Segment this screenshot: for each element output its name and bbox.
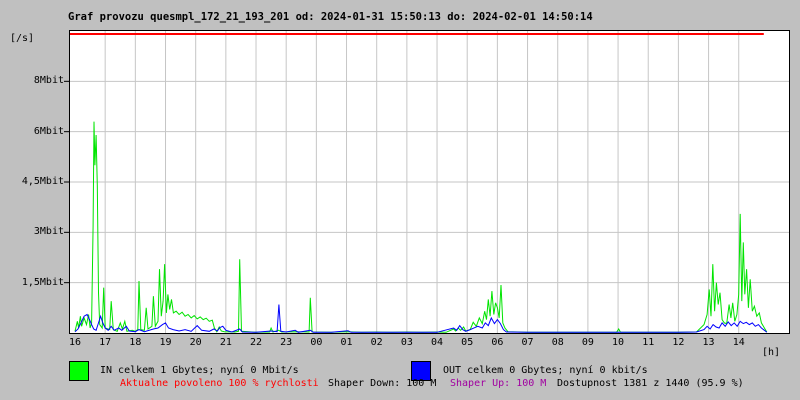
in-series-line [74, 121, 768, 333]
out-legend-label: OUT celkem 0 Gbytes; nyní 0 kbit/s [443, 365, 648, 376]
x-axis-label: 16 [68, 337, 82, 348]
x-axis-label: 14 [732, 337, 745, 348]
y-axis-label: 4,5Mbit [21, 176, 64, 187]
x-axis-label: 10 [612, 337, 625, 348]
x-axis-label: 19 [159, 337, 172, 348]
x-axis-label: 06 [491, 337, 504, 348]
availability-text: Dostupnost 1381 z 1440 (95.9 %) [557, 378, 744, 389]
x-axis-label: 20 [189, 337, 202, 348]
x-axis-label: 23 [280, 337, 293, 348]
x-axis-label: 21 [219, 337, 232, 348]
x-axis-label: 03 [400, 337, 413, 348]
out-legend-swatch [411, 361, 431, 381]
limit-line [70, 33, 764, 35]
out-series-line [74, 304, 768, 333]
x-axis-label: 09 [581, 337, 594, 348]
x-axis-unit-label: [h] [762, 347, 781, 358]
x-axis-label: 00 [310, 337, 323, 348]
x-axis-label: 17 [99, 337, 112, 348]
x-axis-label: 18 [129, 337, 142, 348]
x-axis-label: 02 [370, 337, 383, 348]
x-axis-label: 05 [461, 337, 474, 348]
x-axis-label: 12 [672, 337, 685, 348]
x-axis-label: 01 [340, 337, 353, 348]
shaper-down-text: Shaper Down: 100 M [328, 378, 437, 389]
chart-plot-area [64, 30, 790, 334]
allowed-speed-text: Aktualne povoleno 100 % rychlosti [120, 378, 319, 389]
x-axis-label: 11 [642, 337, 655, 348]
page-title: Graf provozu quesmpl_172_21_193_201 od: … [68, 11, 593, 23]
x-axis-label: 04 [431, 337, 444, 348]
traffic-chart [64, 31, 789, 333]
x-axis-label: 22 [249, 337, 263, 348]
y-axis-label: 1,5Mbit [21, 276, 64, 288]
y-axis-label: 3Mbit [33, 226, 64, 238]
y-axis-unit-label: [/s] [10, 33, 35, 44]
in-legend-swatch [69, 361, 89, 381]
shaper-up-text: Shaper Up: 100 M [450, 378, 547, 389]
x-axis-label: 08 [551, 337, 564, 348]
y-axis-label: 6Mbit [33, 125, 64, 137]
in-legend-label: IN celkem 1 Gbytes; nyní 0 Mbit/s [100, 365, 299, 376]
x-axis-label: 07 [521, 337, 534, 348]
y-axis-label: 8Mbit [33, 75, 64, 87]
x-axis-label: 13 [702, 337, 715, 348]
